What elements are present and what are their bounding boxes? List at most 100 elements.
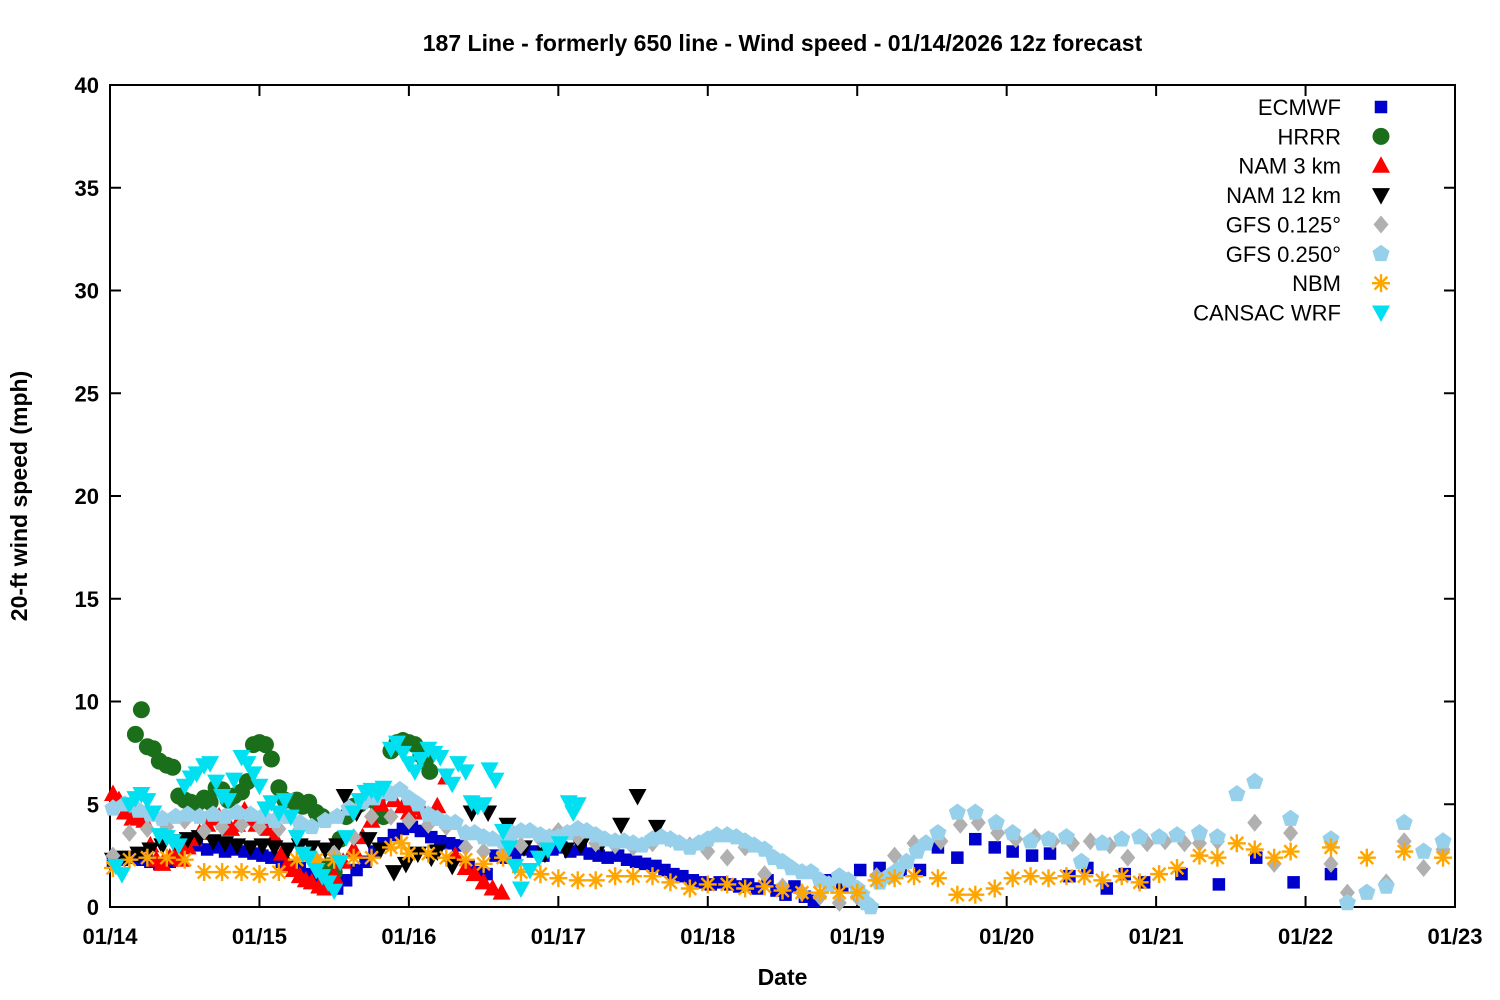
data-point (393, 745, 412, 763)
legend-item-cansac-wrf: CANSAC WRF (1193, 301, 1390, 326)
x-tick-label: 01/19 (830, 924, 885, 949)
data-point (1324, 867, 1338, 881)
data-point (480, 762, 499, 779)
data-point (1415, 842, 1433, 859)
data-point (1082, 832, 1098, 851)
data-point (1416, 858, 1432, 877)
data-point (241, 805, 259, 822)
data-point (848, 883, 867, 902)
data-point (1282, 809, 1300, 826)
data-point (1372, 156, 1390, 173)
data-point (238, 756, 257, 773)
data-point (1374, 100, 1388, 114)
data-point (948, 803, 966, 820)
data-point (486, 772, 505, 790)
data-point (1247, 813, 1263, 832)
data-point (1395, 813, 1413, 830)
data-point (1003, 869, 1022, 888)
data-point (383, 807, 399, 826)
data-point (121, 824, 137, 843)
legend-item-nam-3-km: NAM 3 km (1238, 154, 1390, 179)
data-point (1168, 826, 1186, 843)
data-point (456, 850, 475, 869)
data-point (568, 871, 587, 890)
data-point (638, 857, 652, 871)
legend-marker-diamond-icon (1373, 215, 1389, 234)
data-point (1372, 305, 1390, 323)
x-tick-label: 01/23 (1427, 924, 1482, 949)
data-point (917, 834, 935, 851)
data-point (302, 840, 321, 857)
x-axis: 01/14 01/15 01/16 01/17 01/18 01/19 01/20 01/21… (82, 85, 1483, 949)
data-point (196, 821, 212, 840)
data-point (500, 840, 519, 857)
legend-label: CANSAC WRF (1193, 301, 1341, 326)
data-point (299, 850, 318, 868)
legend-marker-triangle-down-icon (1372, 188, 1390, 205)
y-tick-label: 20 (75, 484, 99, 509)
data-point (476, 842, 492, 861)
data-point (262, 750, 280, 768)
data-point (951, 851, 964, 864)
data-point (201, 756, 220, 773)
data-point (1323, 854, 1339, 873)
data-point (272, 844, 291, 861)
data-point (339, 874, 353, 887)
data-point (458, 838, 474, 857)
data-point (606, 867, 625, 886)
data-point (830, 883, 849, 902)
data-point (969, 832, 982, 846)
data-point (244, 766, 263, 783)
data-point (885, 869, 904, 888)
data-point (456, 764, 475, 781)
legend-item-gfs-0-250: GFS 0.250° (1226, 242, 1390, 267)
legend-label: NAM 3 km (1238, 154, 1341, 179)
data-point (316, 842, 335, 859)
data-point (1190, 846, 1209, 865)
data-point (250, 865, 269, 884)
data-point (966, 885, 985, 904)
data-point (661, 873, 680, 892)
data-point (399, 844, 418, 863)
data-point (132, 701, 150, 719)
data-point (138, 793, 157, 810)
data-point (1025, 849, 1039, 862)
data-point (331, 854, 350, 872)
data-point (718, 875, 737, 894)
legend-label: NBM (1292, 271, 1341, 296)
data-point (952, 815, 968, 834)
data-point (549, 869, 568, 888)
data-point (867, 871, 886, 890)
data-point (401, 811, 417, 830)
data-point (736, 879, 755, 898)
data-point (344, 848, 363, 867)
chart-title: 187 Line - formerly 650 line - Wind spee… (423, 30, 1143, 56)
data-point (1112, 867, 1131, 886)
data-point (344, 805, 363, 822)
data-point (195, 863, 214, 882)
data-point (164, 758, 182, 776)
data-point (126, 725, 144, 743)
data-point (1057, 867, 1076, 886)
data-point (1004, 824, 1022, 841)
data-point (1168, 858, 1187, 877)
legend-label: NAM 12 km (1226, 183, 1341, 208)
data-point (1372, 127, 1390, 145)
y-tick-label: 30 (75, 279, 99, 304)
data-point (141, 842, 160, 859)
data-point (1396, 832, 1412, 851)
data-point (987, 813, 1005, 830)
data-point (1338, 893, 1356, 911)
data-point (1208, 848, 1227, 867)
data-point (157, 848, 176, 867)
series-cansac-wrf (106, 735, 587, 901)
data-point (511, 881, 530, 899)
data-point (443, 776, 462, 794)
y-tick-label: 5 (87, 792, 99, 817)
y-tick-label: 15 (75, 587, 99, 612)
data-point (905, 867, 924, 886)
data-point (898, 852, 916, 870)
data-point (647, 819, 666, 837)
